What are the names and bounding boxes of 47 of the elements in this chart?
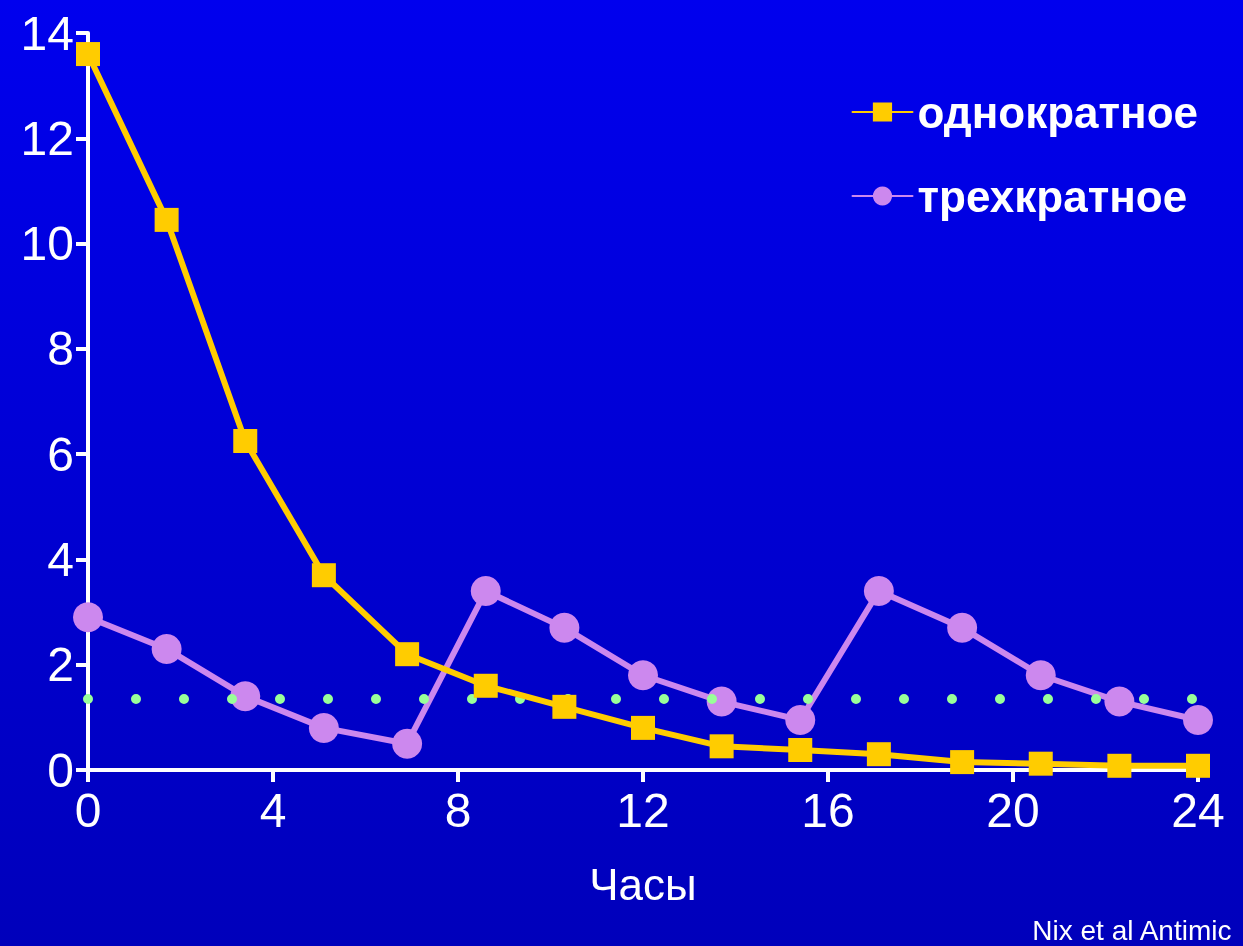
y-tick-label: 6 [47,427,74,481]
x-axis-title: Часы [589,859,697,909]
y-tick-label: 4 [47,532,74,586]
point [395,642,420,667]
point [308,712,339,743]
point [470,576,501,607]
point [1025,660,1056,691]
point [1107,753,1132,778]
point [233,428,258,453]
point [631,715,655,740]
y-tick-label: 2 [47,638,74,692]
point [1186,753,1210,778]
x-tick-label: 4 [259,783,287,837]
point [863,576,894,607]
y-tick-label: 14 [20,6,74,60]
point [1183,705,1213,735]
point [950,750,975,775]
point [552,694,577,719]
point [392,728,423,759]
x-tick-label: 20 [986,783,1040,837]
y-tick-label: 0 [47,743,74,797]
y-tick-label: 12 [20,111,74,165]
point [73,602,103,633]
point [788,738,813,762]
text: Nix et al Antimic [1032,914,1232,946]
x-tick-label: 8 [444,783,472,837]
point [311,563,336,588]
point [628,660,658,691]
point [76,42,100,67]
point [709,734,734,759]
point [1028,751,1053,776]
point [230,681,261,712]
point [549,612,580,643]
legend-label: однократное [917,87,1199,137]
point [154,207,179,232]
point [1104,686,1135,717]
x-tick-label: 12 [616,783,670,837]
point [785,705,816,735]
point [866,742,891,767]
y-tick-label: 10 [20,217,74,271]
legend-label: трехкратное [917,171,1188,221]
x-tick-label: 24 [1171,783,1225,837]
point [947,612,978,643]
point [473,673,498,698]
point [151,633,182,664]
y-tick-label: 8 [47,322,74,376]
x-tick-label: 16 [801,783,855,837]
